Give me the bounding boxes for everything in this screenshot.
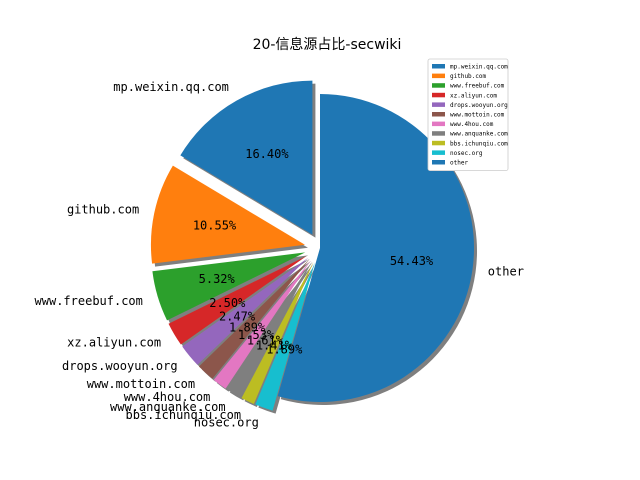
slice-percent-label: 5.32% [199, 272, 236, 286]
legend-swatch [432, 160, 445, 165]
legend-swatch [432, 112, 445, 117]
legend-entry: other [450, 160, 468, 167]
slice-nosec-org [255, 262, 315, 411]
slice-label: bbs.ichunqiu.com [126, 408, 242, 422]
slice-percent-label: 16.40% [245, 147, 289, 161]
legend-entry: www.mottoin.com [450, 112, 505, 119]
slice-drops-wooyun-org [182, 257, 309, 365]
slice-label: xz.aliyun.com [67, 335, 161, 349]
legend-swatch [432, 102, 445, 107]
slice-xz-aliyun-com [168, 255, 307, 345]
legend-swatch [432, 121, 445, 127]
slice-label: www.mottoin.com [87, 377, 195, 391]
slice-label: mp.weixin.qq.com [113, 80, 229, 94]
percent-labels: 16.40%10.55%5.32%2.50%2.47%1.89%1.53%1.6… [193, 147, 434, 357]
legend-swatch [432, 83, 445, 88]
chart-title: 20-信息源占比-secwiki [253, 36, 402, 53]
slice-www-4hou-com [213, 260, 311, 389]
slice-label: github.com [67, 203, 139, 217]
legend-swatch [432, 73, 445, 79]
slice-label: other [488, 265, 524, 279]
legend-swatch [432, 64, 445, 69]
slice-percent-label: 10.55% [193, 219, 237, 233]
slice-percent-label: 1.89% [229, 320, 266, 334]
slice-percent-label: 1.41% [256, 339, 293, 353]
slice-labels: mp.weixin.qq.com github.com www.freebuf.co… [35, 80, 524, 429]
legend-swatch [432, 150, 445, 155]
slice-percent-label: 1.53% [238, 328, 275, 342]
legend-swatch [432, 92, 445, 98]
slice-www-mottoin-com [198, 259, 310, 379]
legend-entry: bbs.ichunqiu.com [450, 140, 508, 147]
slice-other [277, 94, 475, 402]
legend-entry: mp.weixin.qq.com [450, 64, 508, 71]
pie-slices [150, 80, 475, 411]
slice-www-anquanke-com [226, 261, 313, 398]
slice-percent-label: 1.89% [266, 343, 303, 357]
slice-label: www.4hou.com [124, 390, 211, 404]
slice-mp-weixin-qq-com [180, 80, 313, 235]
slice-percent-label: 2.50% [209, 296, 246, 310]
slice-bbs-ichunqiu-com [241, 261, 314, 404]
legend-entry: www.freebuf.com [450, 83, 505, 90]
slice-www-freebuf-com [152, 252, 306, 321]
legend-box [427, 58, 509, 171]
slice-percent-label: 1.61% [247, 334, 284, 348]
slice-label: nosec.org [194, 415, 259, 429]
legend-entry: drops.wooyun.org [450, 102, 508, 109]
slice-percent-label: 2.47% [219, 310, 256, 324]
legend-entry: github.com [450, 73, 487, 80]
legend-swatch [432, 140, 445, 146]
slice-label: drops.wooyun.org [62, 359, 178, 373]
slice-label: www.anquanke.com [110, 400, 226, 414]
legend-entry: nosec.org [450, 150, 483, 157]
legend-entry: www.4hou.com [450, 121, 494, 128]
legend: mp.weixin.qq.com github.com www.freebuf.co… [427, 58, 509, 171]
legend-entry: www.anquanke.com [450, 131, 508, 138]
legend-swatch [432, 131, 445, 136]
slice-github-com [150, 165, 305, 264]
slice-percent-label: 54.43% [390, 254, 434, 268]
slice-label: www.freebuf.com [35, 294, 143, 308]
legend-entry: xz.aliyun.com [450, 92, 497, 99]
